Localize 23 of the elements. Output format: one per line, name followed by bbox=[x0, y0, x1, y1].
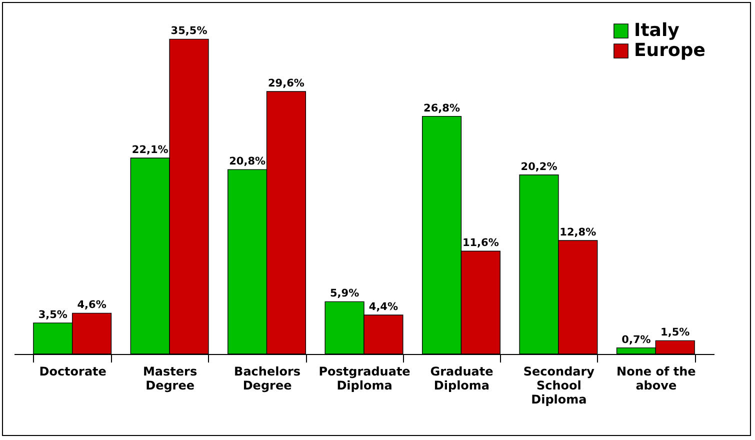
data-label: 26,8% bbox=[424, 102, 460, 114]
data-label: 29,6% bbox=[268, 78, 305, 90]
x-tick-label: Postgraduate Diploma bbox=[318, 364, 410, 392]
data-label: 11,6% bbox=[462, 237, 500, 250]
x-tick-label: Graduate Diploma bbox=[430, 364, 494, 392]
legend-label: Italy bbox=[634, 20, 680, 41]
data-label: 20,8% bbox=[229, 156, 266, 168]
x-tick-label: Secondary School Diploma bbox=[523, 364, 595, 406]
legend-label: Europe bbox=[634, 40, 706, 61]
data-label: 22,1% bbox=[132, 144, 169, 156]
data-label: 35,5% bbox=[170, 25, 208, 38]
x-tick-label: Masters Degree bbox=[142, 364, 198, 392]
data-label: 1,5% bbox=[660, 326, 690, 339]
x-tick-label: Doctorate bbox=[39, 364, 106, 378]
data-label: 12,8% bbox=[560, 226, 597, 238]
data-label: 0,7% bbox=[622, 334, 652, 346]
data-label: 20,2% bbox=[520, 160, 558, 173]
data-label: 3,5% bbox=[38, 308, 68, 321]
data-label: 5,9% bbox=[330, 288, 360, 300]
x-tick-label: None of the above bbox=[616, 364, 696, 392]
x-tick-label: Bachelors Degree bbox=[234, 364, 301, 392]
data-label: 4,6% bbox=[77, 299, 107, 312]
data-label: 4,4% bbox=[368, 300, 398, 313]
